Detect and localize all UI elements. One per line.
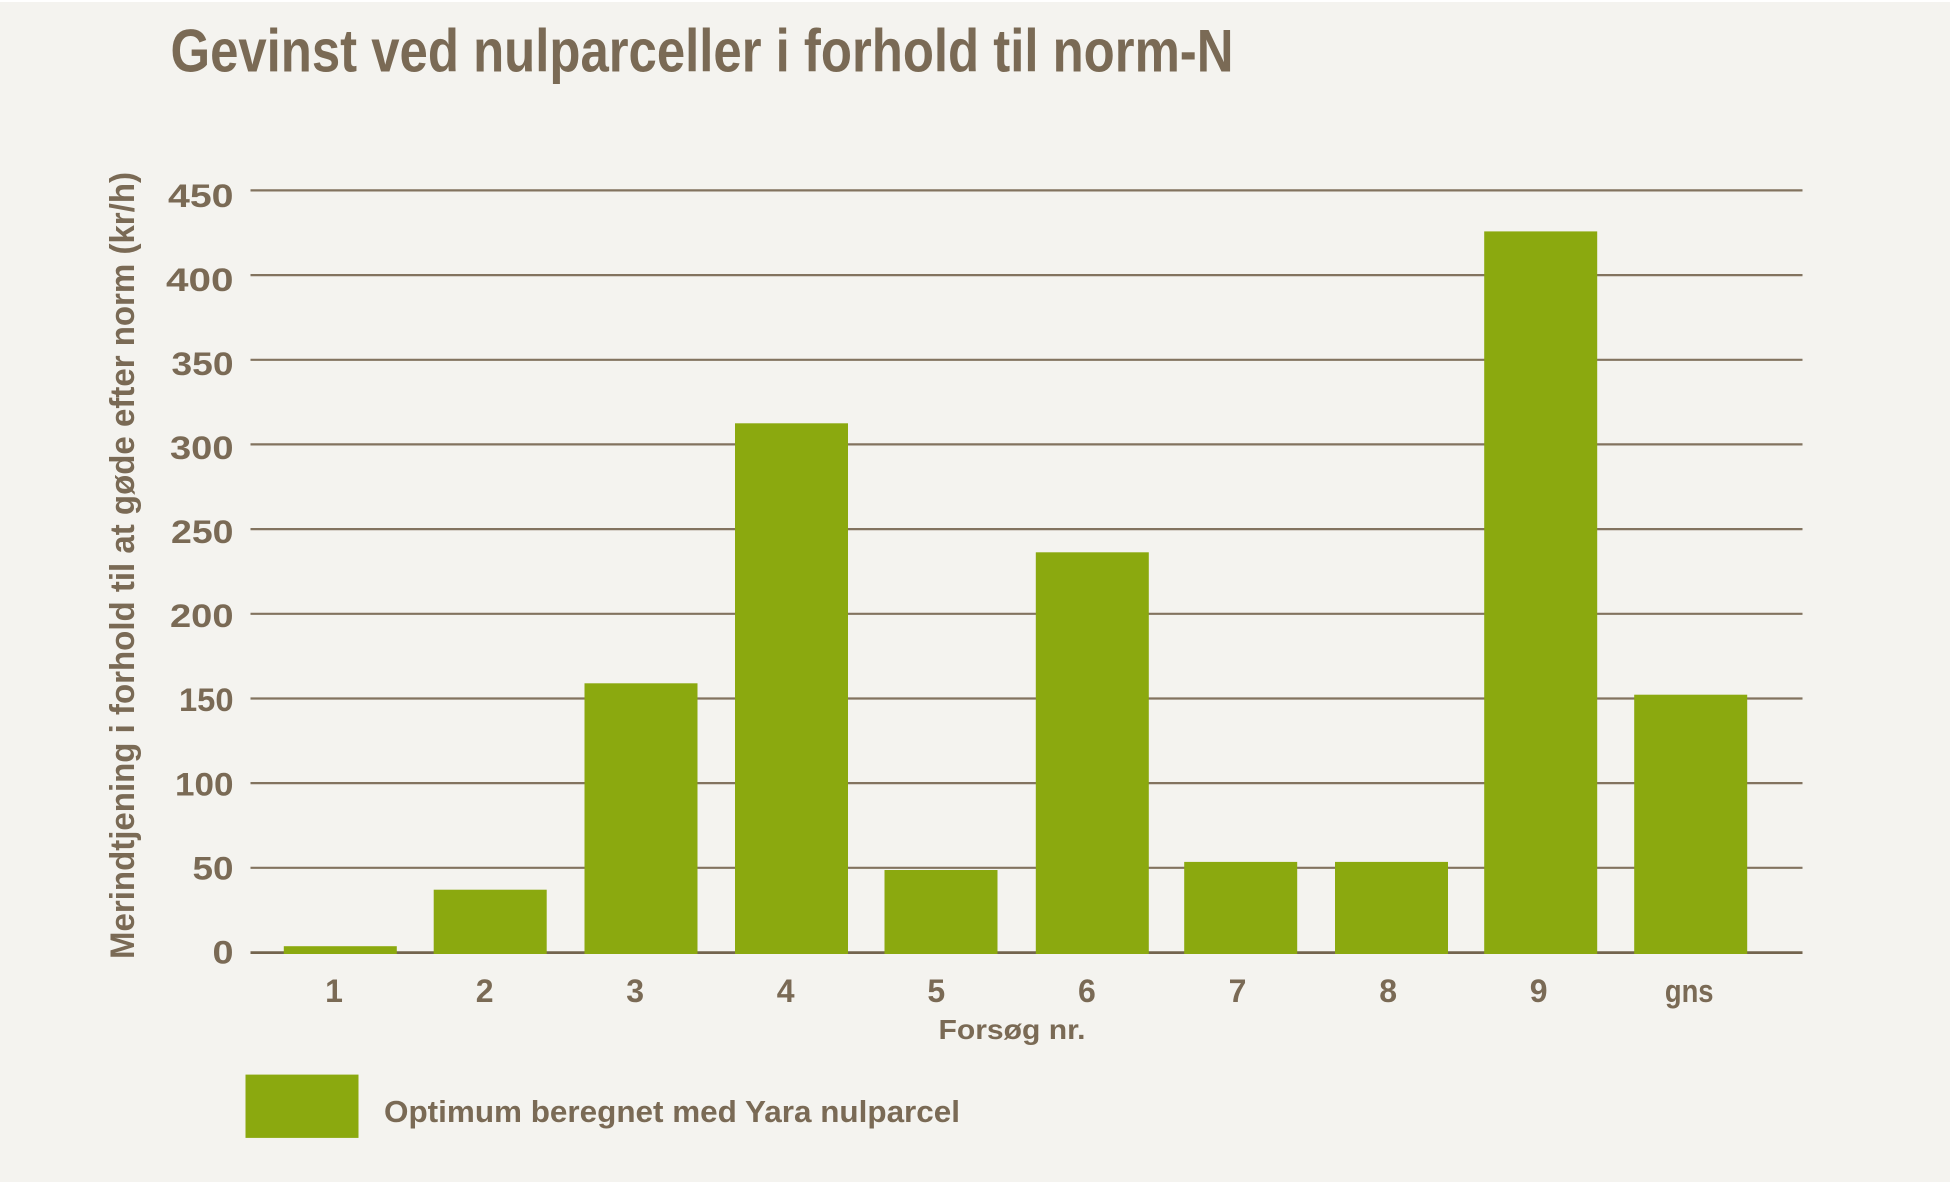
svg-text:5: 5 <box>927 973 945 1009</box>
svg-text:200: 200 <box>170 598 234 634</box>
svg-text:100: 100 <box>175 766 234 802</box>
svg-text:6: 6 <box>1078 973 1096 1009</box>
svg-text:9: 9 <box>1530 973 1548 1009</box>
svg-text:50: 50 <box>193 850 234 886</box>
svg-text:4: 4 <box>777 973 795 1009</box>
svg-text:Gevinst ved nulparceller i for: Gevinst ved nulparceller i forhold til n… <box>171 18 1234 85</box>
svg-text:3: 3 <box>626 973 644 1009</box>
svg-text:400: 400 <box>166 262 234 298</box>
svg-text:8: 8 <box>1379 973 1397 1009</box>
svg-text:350: 350 <box>172 346 234 382</box>
svg-text:Optimum beregnet med Yara nulp: Optimum beregnet med Yara nulparcel <box>384 1094 960 1129</box>
svg-text:Merindtjening i forhold til at: Merindtjening i forhold til at gøde efte… <box>104 172 142 959</box>
svg-text:450: 450 <box>168 178 234 214</box>
svg-text:1: 1 <box>325 973 343 1009</box>
svg-text:7: 7 <box>1229 973 1247 1009</box>
svg-text:300: 300 <box>170 430 234 466</box>
svg-text:250: 250 <box>171 514 234 550</box>
svg-text:Forsøg nr.: Forsøg nr. <box>939 1014 1086 1045</box>
svg-text:2: 2 <box>476 973 494 1009</box>
svg-text:0: 0 <box>213 934 234 970</box>
svg-text:gns: gns <box>1665 973 1714 1009</box>
svg-text:150: 150 <box>179 682 234 718</box>
